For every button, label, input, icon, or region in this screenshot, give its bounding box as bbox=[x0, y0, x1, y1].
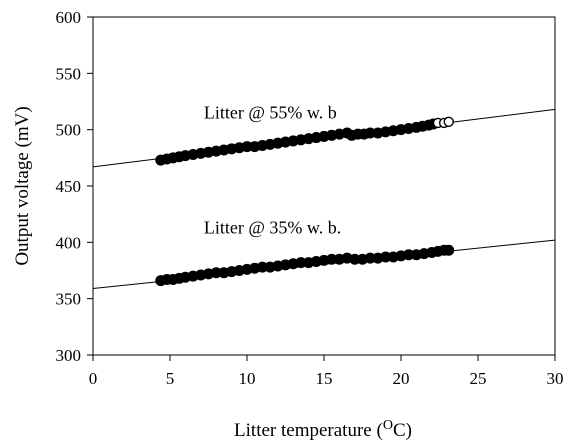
x-tick-label: 0 bbox=[89, 369, 98, 388]
y-tick-label: 450 bbox=[56, 177, 82, 196]
x-tick-label: 20 bbox=[393, 369, 410, 388]
data-point bbox=[443, 244, 455, 256]
annotation-label: Litter @ 55% w. b bbox=[204, 102, 337, 122]
x-axis-ticks: 0 5 10 15 20 25 30 bbox=[89, 355, 564, 388]
y-axis-ticks: 300 350 400 450 500 550 600 bbox=[56, 8, 93, 365]
x-tick-label: 25 bbox=[470, 369, 487, 388]
data-point bbox=[364, 252, 376, 264]
x-axis-title: Litter temperature (OC) bbox=[234, 418, 412, 441]
y-tick-label: 550 bbox=[56, 64, 82, 83]
data-point bbox=[210, 267, 222, 279]
y-tick-label: 350 bbox=[56, 290, 82, 309]
data-point bbox=[364, 127, 376, 139]
annotations: Litter @ 55% w. b Litter @ 35% w. b. bbox=[204, 102, 341, 237]
y-tick-label: 400 bbox=[56, 233, 82, 252]
y-tick-label: 500 bbox=[56, 121, 82, 140]
x-axis-title-superscript: O bbox=[383, 418, 393, 433]
y-tick-label: 600 bbox=[56, 8, 82, 27]
data-point-open bbox=[443, 116, 454, 127]
annotation-label: Litter @ 35% w. b. bbox=[204, 217, 341, 237]
y-tick-label: 300 bbox=[56, 346, 82, 365]
plot-frame bbox=[92, 16, 556, 356]
data-point bbox=[326, 253, 338, 265]
x-tick-label: 15 bbox=[316, 369, 333, 388]
plot-area-border bbox=[92, 16, 556, 356]
x-axis-title-text: Litter temperature ( bbox=[234, 420, 383, 441]
data-point bbox=[403, 249, 415, 261]
x-axis-title-tail: C) bbox=[393, 420, 412, 441]
data-point bbox=[241, 141, 253, 153]
data-point bbox=[256, 261, 268, 273]
data-point bbox=[380, 251, 392, 263]
y-axis-title: Output voltage (mV) bbox=[12, 106, 33, 265]
data-points bbox=[155, 116, 455, 287]
x-tick-label: 30 bbox=[547, 369, 564, 388]
data-point bbox=[295, 257, 307, 269]
x-tick-label: 5 bbox=[166, 369, 175, 388]
data-point bbox=[349, 253, 361, 265]
x-tick-label: 10 bbox=[239, 369, 256, 388]
